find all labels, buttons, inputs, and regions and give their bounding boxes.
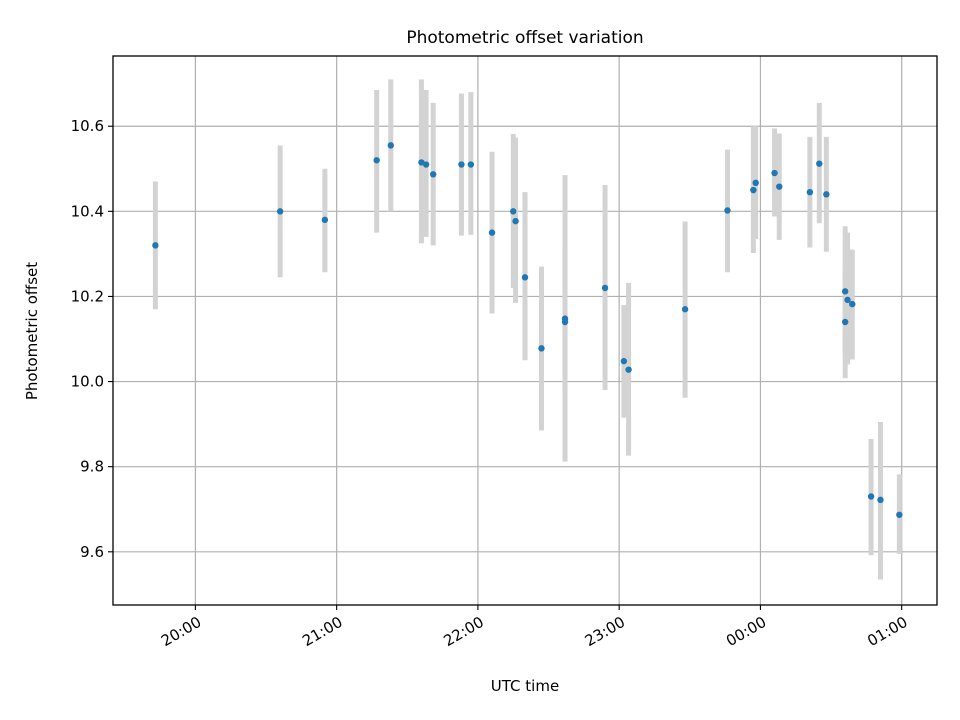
data-point <box>823 191 830 198</box>
data-point <box>561 318 569 326</box>
data-point <box>816 160 823 167</box>
data-point <box>806 188 814 196</box>
y-tick-label: 9.6 <box>80 543 104 561</box>
data-point <box>620 357 628 365</box>
data-point <box>538 345 545 352</box>
data-point <box>458 161 465 168</box>
y-tick-label: 10.0 <box>71 373 104 391</box>
data-point <box>429 171 437 178</box>
data-point <box>896 511 903 518</box>
grid <box>113 56 937 605</box>
data-point <box>510 208 517 215</box>
data-point <box>152 242 159 249</box>
data-point <box>724 207 731 214</box>
data-point <box>373 157 380 164</box>
data-point <box>467 161 475 168</box>
y-tick-label: 10.2 <box>71 287 104 305</box>
data-point <box>776 183 783 190</box>
data-point <box>844 296 851 304</box>
data-point <box>601 284 609 292</box>
data-points <box>152 142 903 518</box>
y-tick-label: 10.6 <box>71 117 104 135</box>
data-point <box>512 217 519 225</box>
data-point <box>771 169 778 177</box>
data-point <box>877 496 884 504</box>
data-point <box>750 186 757 194</box>
data-point <box>752 179 759 187</box>
data-point <box>488 229 496 236</box>
data-point <box>276 208 284 215</box>
data-point <box>841 288 849 295</box>
y-tick-label: 9.8 <box>80 458 104 476</box>
data-point <box>521 274 529 281</box>
chart-title: Photometric offset variation <box>406 28 643 48</box>
data-point <box>681 306 689 313</box>
y-axis-ticks: 9.6 9.8 10.0 10.2 10.4 10.6 <box>71 117 113 561</box>
plot-frame <box>112 55 938 606</box>
data-point <box>387 142 395 149</box>
y-axis-label: Photometric offset <box>23 262 41 400</box>
y-tick-label: 10.4 <box>71 202 104 220</box>
data-point <box>849 300 856 308</box>
data-point <box>321 216 329 224</box>
x-axis-label: UTC time <box>491 677 559 695</box>
data-point <box>422 161 430 168</box>
data-point <box>625 366 632 373</box>
data-point <box>841 318 849 326</box>
data-point <box>867 493 875 500</box>
